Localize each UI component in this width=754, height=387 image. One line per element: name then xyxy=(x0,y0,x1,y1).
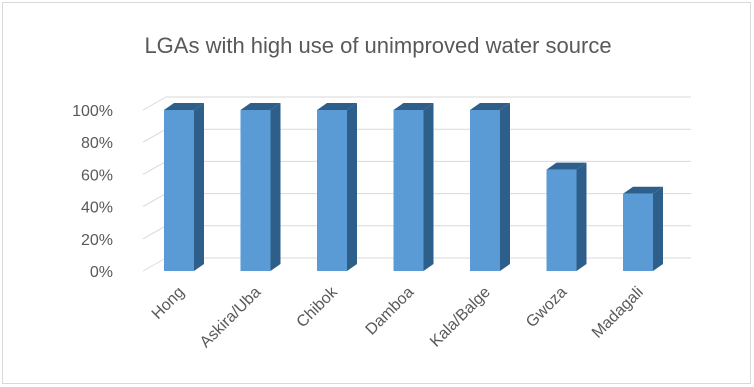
y-axis-ticks: 0% 20% 40% 60% 80% 100% xyxy=(72,103,113,281)
bar-side xyxy=(270,103,281,271)
gridline-side xyxy=(142,160,167,175)
x-category-label: Damboa xyxy=(363,284,418,339)
bar xyxy=(470,103,510,271)
bar-front xyxy=(164,110,194,271)
bar-front xyxy=(546,169,577,271)
bar-top xyxy=(317,103,357,110)
bar xyxy=(393,103,434,271)
bar-front xyxy=(623,193,653,271)
bar-side xyxy=(347,103,357,271)
x-category-label: Askira/Uba xyxy=(197,284,264,351)
x-category-label: Madagali xyxy=(589,284,647,342)
bars xyxy=(164,103,663,271)
bar-side xyxy=(423,103,434,271)
bar-front xyxy=(317,110,347,271)
y-tick-label: 60% xyxy=(81,167,113,184)
gridline-side xyxy=(142,225,167,240)
bar-top xyxy=(470,103,510,110)
chart-title: LGAs with high use of unimproved water s… xyxy=(144,33,611,58)
gridline-side xyxy=(142,257,167,272)
x-axis-labels: Hong Askira/Uba Chibok Damboa Kala/Balge Gwoz… xyxy=(149,283,647,351)
y-tick-label: 0% xyxy=(90,264,113,281)
bar-top xyxy=(546,162,587,170)
bar-top xyxy=(393,103,434,110)
bar xyxy=(623,186,663,271)
bar-front xyxy=(240,110,271,271)
bar-top xyxy=(164,103,204,110)
gridline-side xyxy=(142,96,167,111)
x-category-label: Gwoza xyxy=(523,284,570,331)
x-category-label: Chibok xyxy=(294,283,342,331)
x-category-label: Kala/Balge xyxy=(427,284,494,351)
y-tick-label: 80% xyxy=(81,135,113,152)
bar-side xyxy=(576,162,587,271)
bar-chart: LGAs with high use of unimproved water s… xyxy=(72,33,691,351)
bar-side xyxy=(194,103,204,271)
bar xyxy=(317,103,357,271)
bar-front xyxy=(393,110,424,271)
bar xyxy=(164,103,204,271)
gridline-side xyxy=(142,128,167,143)
x-category-label: Hong xyxy=(149,284,188,323)
y-tick-label: 100% xyxy=(72,103,113,120)
bar-side xyxy=(653,186,663,271)
bar-side xyxy=(500,103,510,271)
gridline-side xyxy=(142,193,167,208)
y-tick-label: 20% xyxy=(81,232,113,249)
bar xyxy=(240,103,281,271)
bar-front xyxy=(470,110,500,271)
bar xyxy=(546,162,587,271)
bar-top xyxy=(623,186,663,194)
bar-top xyxy=(240,103,281,110)
y-tick-label: 40% xyxy=(81,200,113,217)
